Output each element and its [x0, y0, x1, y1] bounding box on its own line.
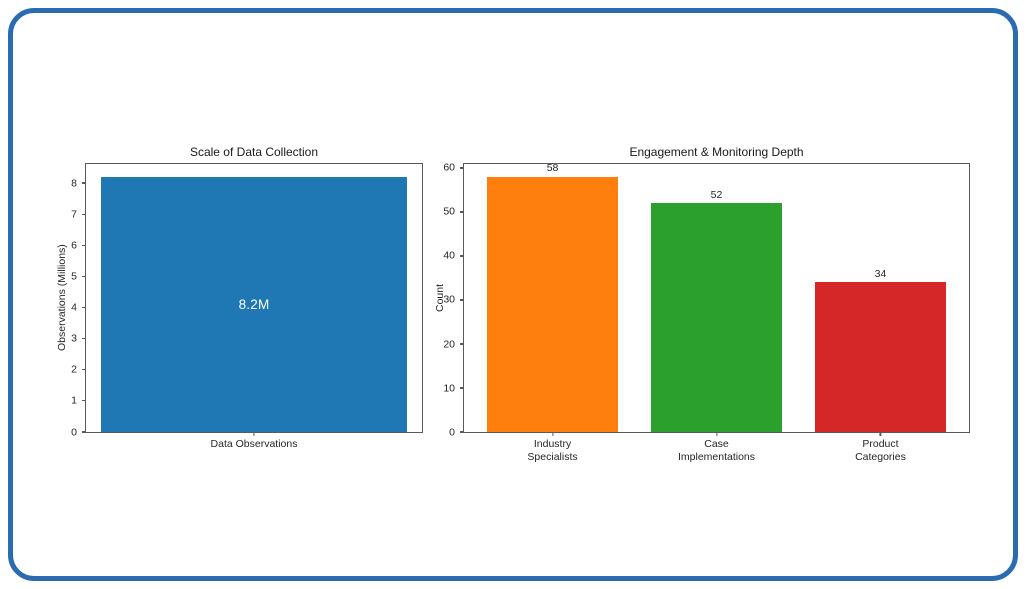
- y-tick-mark: [82, 213, 86, 215]
- bar: [486, 176, 619, 432]
- y-tick-label: 8: [71, 176, 77, 189]
- y-tick-mark: [460, 211, 464, 213]
- x-tick-label: Industry Specialists: [527, 438, 578, 464]
- y-tick-mark: [82, 400, 86, 402]
- y-tick-label: 2: [71, 363, 77, 376]
- y-tick-label: 10: [443, 381, 455, 394]
- bar-value-label: 8.2M: [238, 296, 270, 312]
- y-tick-mark: [460, 255, 464, 257]
- y-axis-label: Observations (Millions): [56, 244, 68, 352]
- y-tick-mark: [82, 338, 86, 340]
- chart-title: Engagement & Monitoring Depth: [629, 145, 804, 159]
- y-tick-mark: [82, 244, 86, 246]
- y-tick-label: 20: [443, 337, 455, 350]
- x-tick-mark: [879, 432, 882, 436]
- bar: [814, 282, 947, 432]
- x-tick-mark: [253, 432, 255, 436]
- y-tick-mark: [82, 306, 86, 309]
- x-tick-label: Case Implementations: [677, 438, 756, 464]
- bar-value-label: 34: [874, 267, 887, 280]
- y-tick-label: 30: [443, 293, 455, 306]
- y-tick-label: 50: [443, 205, 455, 218]
- x-tick-label: Product Categories: [855, 438, 906, 464]
- x-tick-label: Data Observations: [210, 438, 298, 450]
- bar: 8.2M: [101, 176, 407, 432]
- y-tick-label: 40: [443, 249, 455, 262]
- chart-engagement-monitoring-depth: Engagement & Monitoring Depth Count 0 10 2…: [434, 145, 970, 463]
- chart-card: Scale of Data Collection Observations (M…: [8, 8, 1018, 581]
- y-tick-mark: [460, 387, 464, 389]
- bar: [650, 203, 783, 432]
- y-tick-mark: [82, 182, 86, 184]
- y-tick-label: 0: [71, 425, 77, 438]
- bar-value-label: 58: [546, 162, 559, 175]
- y-tick-label: 4: [71, 301, 77, 314]
- y-tick-label: 3: [71, 332, 77, 345]
- x-tick-mark: [551, 432, 554, 436]
- y-tick-mark: [82, 431, 86, 433]
- y-tick-mark: [82, 275, 86, 277]
- y-tick-label: 60: [443, 161, 455, 174]
- y-tick-mark: [460, 167, 464, 169]
- y-tick-label: 6: [71, 239, 77, 251]
- y-tick-label: 1: [71, 394, 77, 407]
- chart-title: Scale of Data Collection: [189, 145, 319, 159]
- y-tick-mark: [460, 343, 464, 345]
- chart-scale-of-data-collection: Scale of Data Collection Observations (M…: [56, 145, 423, 450]
- y-tick-label: 0: [449, 425, 455, 438]
- y-tick-label: 7: [71, 207, 77, 220]
- bar-value-label: 52: [710, 188, 723, 201]
- y-tick-label: 5: [71, 270, 77, 283]
- y-tick-mark: [82, 369, 86, 371]
- y-tick-mark: [460, 431, 464, 433]
- x-tick-mark: [715, 432, 718, 436]
- y-tick-mark: [460, 299, 464, 301]
